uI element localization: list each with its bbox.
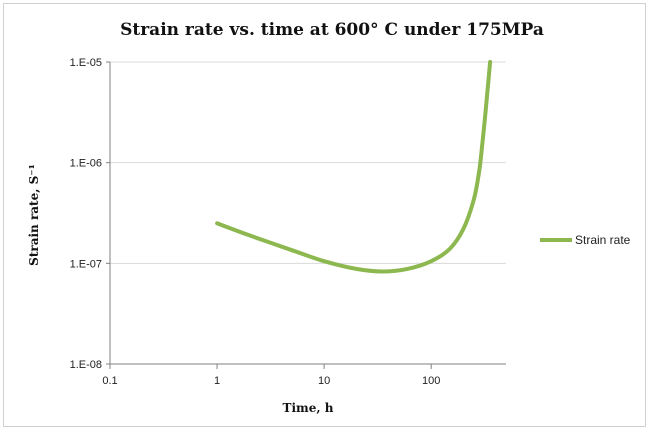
y-axis-ticks: 1.E-08 1.E-07 1.E-06 1.E-05 [70,57,110,371]
legend-label: Strain rate [575,233,631,247]
y-tick-label: 1.E-05 [70,57,102,69]
x-tick-label: 100 [422,375,440,387]
plot-area [110,62,506,364]
y-tick-label: 1.E-08 [70,359,102,371]
gridlines [110,61,506,264]
x-tick-label: 10 [318,375,330,387]
strain-rate-line [215,60,493,274]
x-tick-label: 0.1 [102,375,117,387]
y-tick-label: 1.E-07 [70,258,102,270]
legend: Strain rate [540,233,631,247]
y-axis-title: Strain rate, S⁻¹ [27,164,41,266]
x-axis-title: Time, h [283,401,334,415]
x-tick-label: 1 [214,375,220,387]
x-axis-ticks: 0.1 1 10 100 [102,364,440,387]
chart-title: Strain rate vs. time at 600° C under 175… [120,20,544,40]
y-tick-label: 1.E-06 [70,158,102,170]
